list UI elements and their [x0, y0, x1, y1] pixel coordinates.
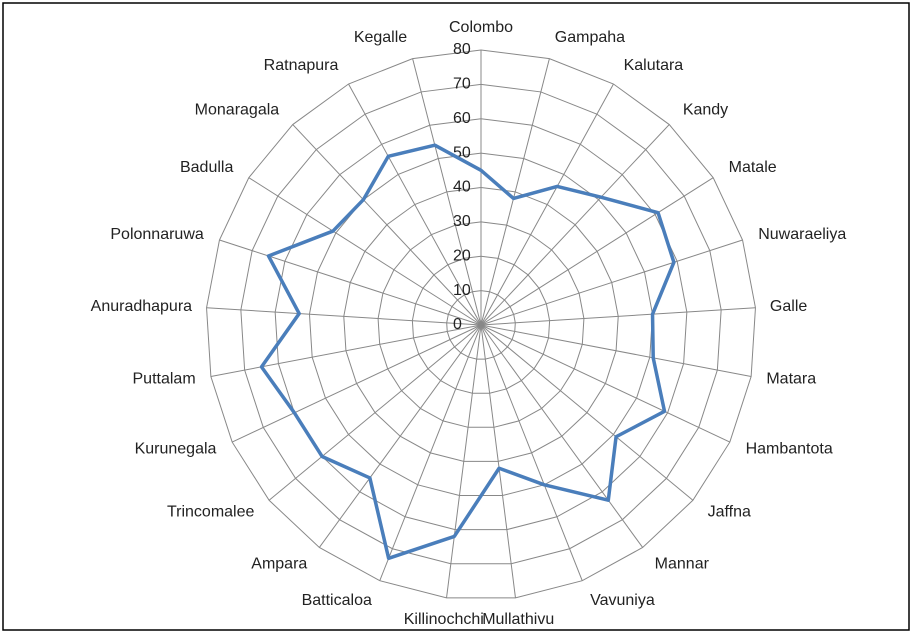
- category-label: Mannar: [655, 555, 710, 572]
- category-label: Matale: [729, 159, 777, 176]
- grid-ring: [343, 186, 619, 462]
- category-label: Galle: [770, 298, 807, 315]
- category-label: Mullathivu: [482, 611, 554, 628]
- category-label: Killinochchi: [404, 611, 484, 628]
- r-tick-label: 30: [453, 213, 471, 230]
- series-line: [259, 143, 676, 561]
- r-tick-label: 70: [453, 76, 471, 93]
- spoke: [480, 324, 644, 548]
- spoke: [206, 307, 482, 326]
- category-label: Batticaloa: [302, 592, 372, 609]
- spoke: [480, 307, 756, 326]
- category-label: Hambantota: [746, 441, 833, 458]
- category-label: Ampara: [251, 555, 307, 572]
- grid-ring: [206, 49, 756, 599]
- r-tick-label: 20: [453, 247, 471, 264]
- spoke: [219, 239, 482, 326]
- category-label: Gampaha: [555, 29, 625, 46]
- category-label: Colombo: [449, 19, 513, 36]
- spoke: [480, 324, 752, 378]
- r-tick-label: 60: [453, 110, 471, 127]
- spoke: [412, 58, 482, 326]
- grid-ring: [446, 290, 516, 360]
- category-label: Anuradhapura: [91, 298, 193, 315]
- grid-ring: [274, 118, 688, 531]
- spoke: [480, 324, 583, 581]
- category-label: Vavuniya: [590, 592, 655, 609]
- grid-ring: [240, 83, 722, 565]
- spoke: [379, 324, 482, 581]
- spoke: [268, 324, 482, 501]
- category-label: Jaffna: [708, 504, 751, 521]
- spoke: [480, 83, 614, 326]
- spoke: [480, 324, 731, 443]
- spoke: [480, 58, 550, 326]
- category-label: Puttalam: [133, 371, 196, 388]
- category-label: Kurunegala: [135, 441, 217, 458]
- category-label: Badulla: [180, 159, 233, 176]
- category-label: Matara: [766, 371, 816, 388]
- grid-ring: [377, 221, 585, 428]
- spoke: [231, 324, 482, 443]
- spoke: [348, 83, 482, 326]
- r-tick-label: 40: [453, 179, 471, 196]
- category-label: Trincomalee: [167, 504, 255, 521]
- r-tick-label: 80: [453, 41, 471, 58]
- category-label: Ratnapura: [264, 57, 339, 74]
- spoke: [480, 324, 516, 598]
- r-tick-label: 0: [453, 316, 462, 333]
- spoke: [248, 177, 482, 326]
- r-tick-label: 10: [453, 282, 471, 299]
- category-label: Kandy: [683, 101, 728, 118]
- spoke: [210, 324, 482, 378]
- spoke: [318, 324, 482, 548]
- category-label: Kegalle: [354, 29, 407, 46]
- spoke: [480, 124, 670, 326]
- grid-ring: [411, 255, 551, 394]
- spoke: [446, 324, 482, 598]
- category-label: Polonnaruwa: [110, 226, 204, 243]
- category-label: Nuwaraeliya: [758, 226, 846, 243]
- spoke: [292, 124, 482, 326]
- category-label: Monaragala: [195, 101, 280, 118]
- spoke: [480, 239, 743, 326]
- category-label: Kalutara: [624, 57, 684, 74]
- spoke: [480, 177, 714, 326]
- spoke: [480, 324, 694, 501]
